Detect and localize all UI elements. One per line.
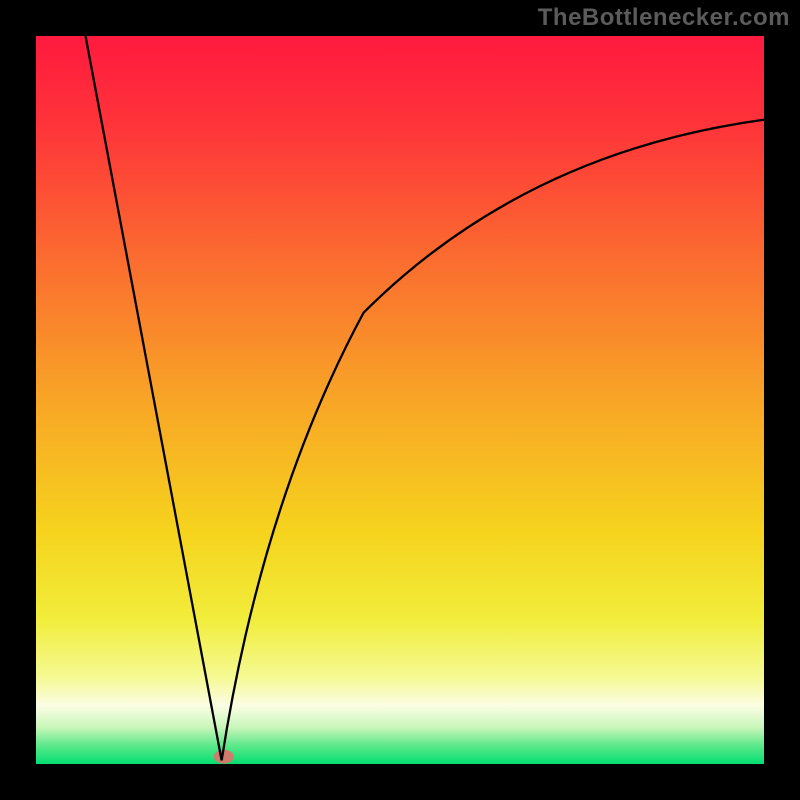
gradient-background [36,36,764,764]
chart-svg [0,0,800,800]
chart-stage: TheBottlenecker.com [0,0,800,800]
watermark-label: TheBottlenecker.com [538,4,790,32]
